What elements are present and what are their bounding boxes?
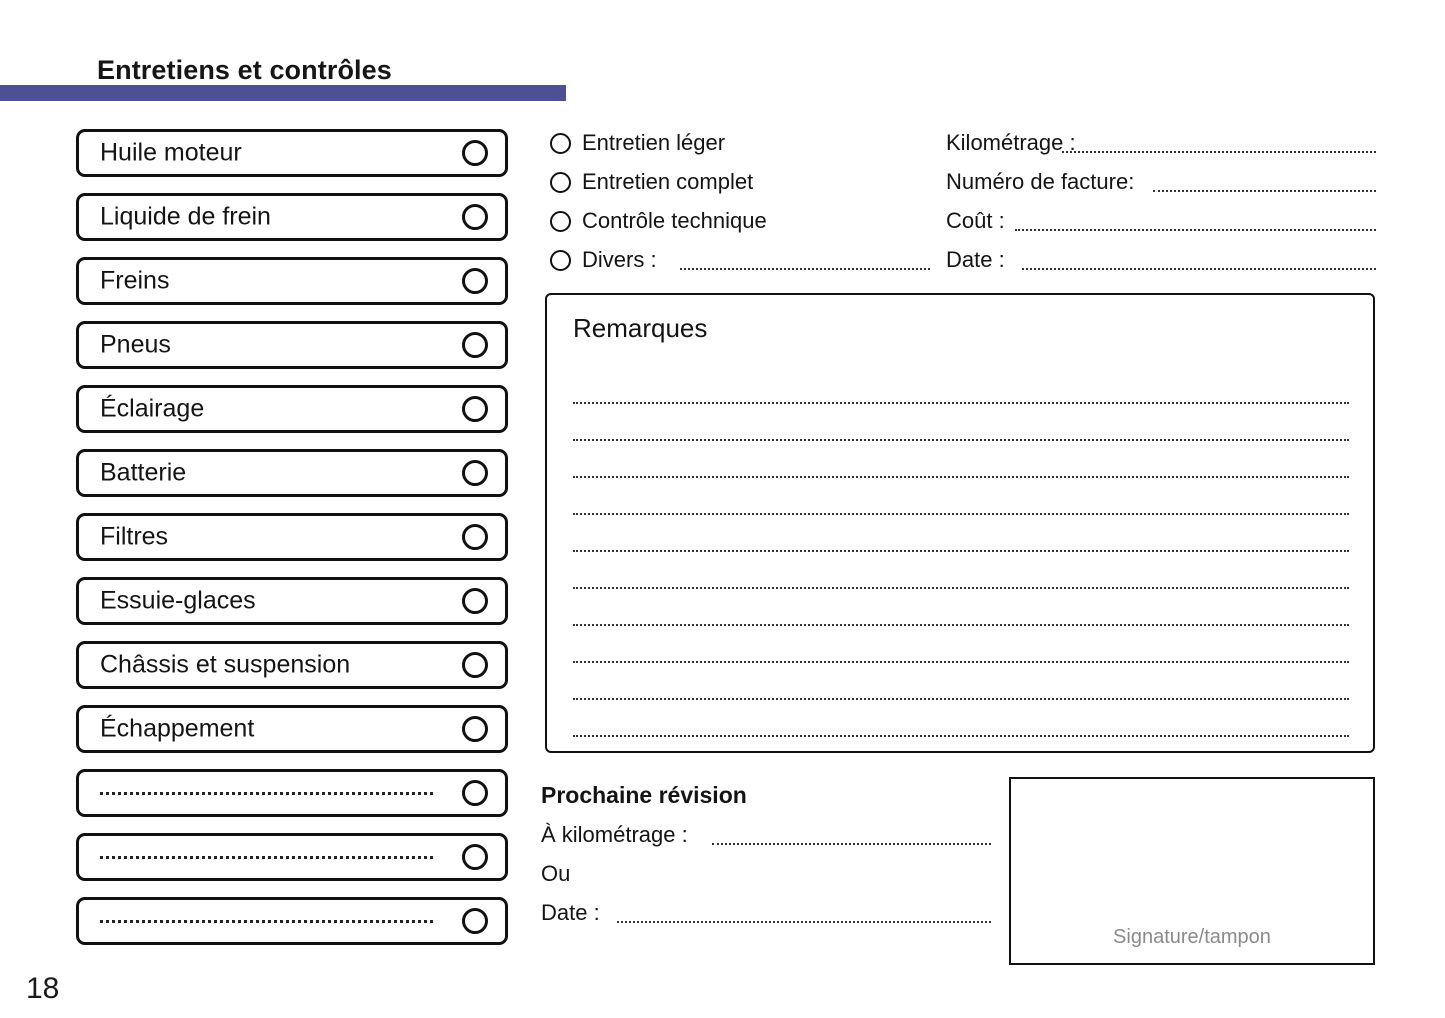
checkbox-circle-icon[interactable] (462, 588, 488, 614)
checklist-row[interactable] (76, 897, 508, 945)
checklist-row[interactable]: Filtres (76, 513, 508, 561)
checklist-row[interactable]: Essuie-glaces (76, 577, 508, 625)
checklist-row[interactable]: Liquide de frein (76, 193, 508, 241)
checkbox-circle-icon[interactable] (462, 716, 488, 742)
checkbox-circle-icon[interactable] (462, 844, 488, 870)
signature-caption: Signature/tampon (1113, 926, 1271, 948)
service-detail-field-label: Date : (946, 247, 1005, 272)
checklist-row[interactable]: Batterie (76, 449, 508, 497)
service-detail-fields: Kilométrage : Numéro de facture: Coût : Dat… (946, 128, 1376, 284)
service-detail-field[interactable]: Kilométrage : (946, 128, 1376, 167)
checklist-item-label: Filtres (100, 522, 169, 551)
checkbox-circle-icon[interactable] (462, 460, 488, 486)
service-type-option[interactable]: Divers : (550, 245, 930, 284)
checklist-item-label: Échappement (100, 714, 255, 743)
checklist-blank-fill[interactable] (100, 919, 433, 923)
service-detail-field-fill[interactable] (1062, 150, 1376, 153)
service-type-option-label: Divers : (582, 247, 657, 272)
checklist-row[interactable]: Pneus (76, 321, 508, 369)
remarks-line[interactable] (573, 404, 1349, 441)
signature-stamp-box[interactable]: Signature/tampon (1009, 777, 1375, 965)
next-service-date-label: Date : (541, 900, 600, 925)
remarks-line[interactable] (573, 515, 1349, 552)
remarks-line[interactable] (573, 367, 1349, 404)
checklist-item-label: Éclairage (100, 394, 205, 423)
service-type-option-label: Entretien léger (582, 130, 726, 155)
remarks-line[interactable] (573, 552, 1349, 589)
service-type-option[interactable]: Entretien complet (550, 167, 930, 206)
service-type-options: Entretien léger Entretien complet Contrôle… (550, 128, 930, 284)
remarks-title: Remarques (573, 313, 708, 343)
next-service-mileage-fill[interactable] (712, 842, 991, 845)
service-detail-field-label: Coût : (946, 208, 1005, 233)
service-type-other-fill[interactable] (680, 267, 930, 270)
remarks-writing-lines (573, 367, 1349, 737)
remarks-line[interactable] (573, 441, 1349, 478)
remarks-line[interactable] (573, 589, 1349, 626)
checkbox-circle-icon[interactable] (462, 204, 488, 230)
radio-circle-icon[interactable] (550, 211, 571, 232)
remarks-line[interactable] (573, 663, 1349, 700)
page-number: 18 (26, 972, 60, 1005)
checklist-row[interactable] (76, 769, 508, 817)
checklist-row[interactable]: Châssis et suspension (76, 641, 508, 689)
next-service-title: Prochaine révision (541, 782, 747, 808)
checkbox-circle-icon[interactable] (462, 652, 488, 678)
service-type-option-label: Entretien complet (582, 169, 754, 194)
radio-circle-icon[interactable] (550, 172, 571, 193)
maintenance-checklist: Huile moteur Liquide de frein Freins Pneus É… (76, 129, 508, 961)
next-service-or-label: Ou (541, 861, 571, 886)
service-detail-field[interactable]: Date : (946, 245, 1376, 284)
service-type-option[interactable]: Contrôle technique (550, 206, 930, 245)
service-detail-field-label: Numéro de facture: (946, 169, 1135, 194)
remarks-line[interactable] (573, 626, 1349, 663)
checklist-blank-fill[interactable] (100, 855, 433, 859)
checklist-row[interactable] (76, 833, 508, 881)
checkbox-circle-icon[interactable] (462, 268, 488, 294)
checklist-item-label: Pneus (100, 330, 171, 359)
next-service-mileage-label: À kilométrage : (541, 822, 688, 847)
service-detail-field[interactable]: Coût : (946, 206, 1376, 245)
service-type-option[interactable]: Entretien léger (550, 128, 930, 167)
remarks-line[interactable] (573, 700, 1349, 737)
checklist-item-label: Châssis et suspension (100, 650, 351, 679)
remarks-line[interactable] (573, 478, 1349, 515)
service-detail-field[interactable]: Numéro de facture: (946, 167, 1376, 206)
checkbox-circle-icon[interactable] (462, 140, 488, 166)
remarks-box[interactable]: Remarques (545, 293, 1375, 753)
checkbox-circle-icon[interactable] (462, 396, 488, 422)
service-type-option-label: Contrôle technique (582, 208, 767, 233)
next-service-mileage-row[interactable]: À kilométrage : (541, 820, 991, 859)
next-service-section: Prochaine révision À kilométrage : Ou Da… (541, 780, 991, 937)
next-service-date-fill[interactable] (617, 920, 991, 923)
service-detail-field-fill[interactable] (1015, 228, 1376, 231)
checklist-blank-fill[interactable] (100, 791, 433, 795)
checkbox-circle-icon[interactable] (462, 780, 488, 806)
service-detail-field-fill[interactable] (1153, 189, 1376, 192)
checklist-item-label: Freins (100, 266, 170, 295)
checkbox-circle-icon[interactable] (462, 908, 488, 934)
next-service-or-row: Ou (541, 859, 991, 898)
checklist-row[interactable]: Échappement (76, 705, 508, 753)
service-detail-field-label: Kilométrage : (946, 130, 1076, 155)
radio-circle-icon[interactable] (550, 133, 571, 154)
checklist-row[interactable]: Freins (76, 257, 508, 305)
page-title: Entretiens et contrôles (97, 55, 392, 85)
title-underline-bar (0, 85, 566, 101)
checklist-item-label: Essuie-glaces (100, 586, 256, 615)
checklist-row[interactable]: Éclairage (76, 385, 508, 433)
checkbox-circle-icon[interactable] (462, 524, 488, 550)
radio-circle-icon[interactable] (550, 250, 571, 271)
next-service-date-row[interactable]: Date : (541, 898, 991, 937)
checkbox-circle-icon[interactable] (462, 332, 488, 358)
checklist-row[interactable]: Huile moteur (76, 129, 508, 177)
checklist-item-label: Huile moteur (100, 138, 242, 167)
checklist-item-label: Liquide de frein (100, 202, 271, 231)
checklist-item-label: Batterie (100, 458, 187, 487)
service-detail-field-fill[interactable] (1022, 267, 1376, 270)
